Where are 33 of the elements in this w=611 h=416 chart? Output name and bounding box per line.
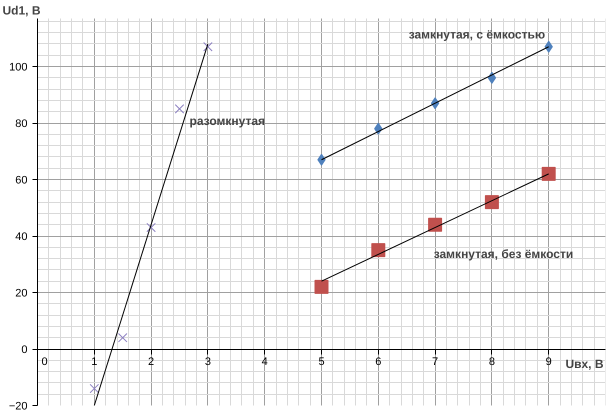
x-tick-label: 0 bbox=[41, 356, 48, 368]
point bbox=[174, 104, 184, 114]
y-tick-label: 0 bbox=[21, 344, 28, 356]
x-tick-label: 9 bbox=[546, 356, 552, 368]
y-axis-title: Ud1, В bbox=[2, 4, 41, 18]
x-tick-label: 7 bbox=[432, 356, 438, 368]
x-tick-label: 2 bbox=[148, 356, 154, 368]
x-tick-label: 1 bbox=[91, 356, 98, 368]
y-tick-label: 80 bbox=[15, 118, 28, 130]
point bbox=[118, 332, 128, 342]
point bbox=[90, 384, 100, 394]
y-tick-label: 40 bbox=[15, 231, 28, 244]
x-tick-label: 5 bbox=[318, 356, 325, 368]
point bbox=[203, 42, 213, 52]
x-tick-label: 8 bbox=[488, 356, 495, 368]
point bbox=[542, 166, 556, 181]
series-label: замкнутая, без ёмкости bbox=[434, 246, 574, 261]
point bbox=[146, 222, 156, 232]
y-tick-label: 20 bbox=[15, 288, 28, 300]
point bbox=[371, 243, 386, 258]
x-tick-label: 4 bbox=[262, 356, 268, 368]
x-tick-label: 6 bbox=[375, 356, 382, 368]
series-label: разомкнутая bbox=[190, 114, 265, 128]
point bbox=[484, 195, 499, 210]
x-tick-label: 3 bbox=[204, 356, 211, 368]
point bbox=[317, 154, 326, 166]
series-label: замкнутая, с ёмкостью bbox=[408, 28, 546, 42]
y-tick-label: −20 bbox=[8, 400, 28, 412]
point bbox=[428, 218, 442, 232]
y-tick-label: 60 bbox=[15, 174, 28, 187]
x-axis-title: Uвх, В bbox=[565, 357, 604, 372]
y-tick-label: 100 bbox=[9, 62, 28, 74]
point bbox=[314, 280, 328, 294]
